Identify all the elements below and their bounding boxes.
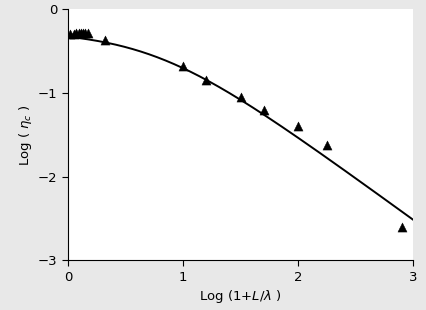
- Point: [295, 124, 302, 129]
- Point: [71, 31, 78, 36]
- Point: [75, 30, 82, 35]
- Point: [84, 30, 91, 35]
- X-axis label: Log (1+$\it{L}$/$\lambda$ ): Log (1+$\it{L}$/$\lambda$ ): [199, 288, 282, 305]
- Point: [260, 107, 267, 112]
- Point: [73, 30, 80, 35]
- Point: [101, 38, 108, 43]
- Point: [78, 30, 84, 35]
- Point: [67, 32, 74, 37]
- Point: [82, 30, 89, 35]
- Point: [80, 30, 86, 35]
- Point: [180, 64, 187, 69]
- Point: [398, 224, 405, 229]
- Point: [237, 95, 244, 100]
- Point: [323, 142, 330, 147]
- Y-axis label: Log ( $\eta_c$ ): Log ( $\eta_c$ ): [17, 104, 34, 166]
- Point: [203, 78, 210, 83]
